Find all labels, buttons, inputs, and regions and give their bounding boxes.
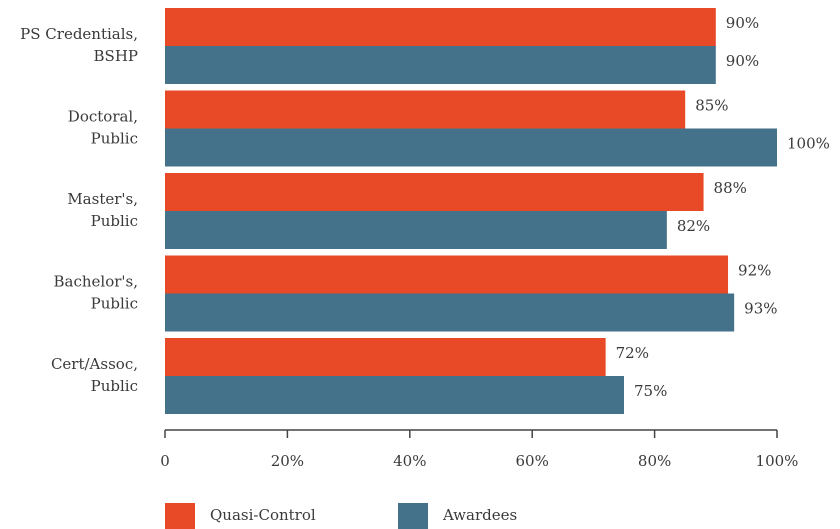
- value-label: 93%: [744, 300, 777, 318]
- value-label: 72%: [616, 344, 649, 362]
- category-label: Cert/Assoc,: [51, 355, 138, 373]
- x-tick-label: 100%: [756, 452, 799, 470]
- x-tick-label: 60%: [516, 452, 549, 470]
- x-tick-label: 40%: [393, 452, 426, 470]
- category-label: Master's,: [67, 190, 138, 208]
- value-label: 82%: [677, 217, 710, 235]
- bar: [165, 173, 704, 211]
- bar: [165, 255, 729, 294]
- bar: [165, 376, 624, 414]
- category-label: Public: [91, 295, 138, 313]
- legend-label: Quasi-Control: [210, 506, 316, 524]
- value-label: 90%: [726, 52, 759, 70]
- category-label: PS Credentials,: [20, 25, 138, 43]
- value-label: 75%: [634, 382, 667, 400]
- value-label: 88%: [714, 179, 747, 197]
- value-label: 85%: [695, 97, 728, 115]
- bar: [165, 128, 777, 167]
- x-tick-label: 80%: [638, 452, 671, 470]
- legend-swatch: [165, 503, 195, 529]
- bar: [165, 211, 667, 249]
- bar: [165, 46, 716, 84]
- bar: [165, 338, 606, 376]
- category-label: Doctoral,: [68, 108, 138, 126]
- value-label: 92%: [738, 262, 771, 280]
- category-label: Bachelor's,: [54, 273, 139, 291]
- legend-swatch: [398, 503, 428, 529]
- category-label: BSHP: [94, 47, 138, 65]
- bar: [165, 293, 735, 332]
- legend-label: Awardees: [442, 506, 517, 524]
- value-label: 100%: [787, 135, 830, 153]
- bar: [165, 8, 716, 46]
- value-label: 90%: [726, 14, 759, 32]
- x-tick-label: 0: [160, 452, 170, 470]
- category-label: Public: [91, 212, 138, 230]
- category-label: Public: [91, 377, 138, 395]
- bar: [165, 90, 686, 129]
- x-tick-label: 20%: [271, 452, 304, 470]
- category-label: Public: [91, 130, 138, 148]
